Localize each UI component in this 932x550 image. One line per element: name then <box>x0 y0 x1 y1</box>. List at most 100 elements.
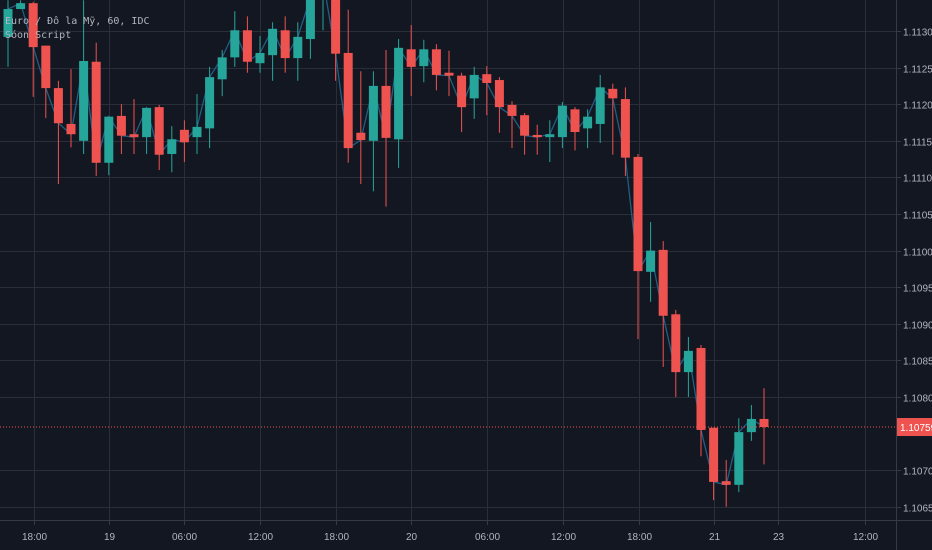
y-tick-label: 1.10650 <box>903 504 932 515</box>
candle-body <box>608 88 618 99</box>
candle-body <box>532 134 542 138</box>
candle-body <box>444 72 454 76</box>
candle-down <box>129 99 139 154</box>
candle-down <box>696 345 706 457</box>
symbol-title[interactable]: Euro / Đô la Mỹ, 60, IDC <box>5 16 150 27</box>
candle-up <box>230 11 240 67</box>
x-tick-label: 19 <box>104 532 116 543</box>
candle-down <box>179 120 189 163</box>
x-tick-label: 06:00 <box>172 532 197 543</box>
candle-body <box>507 104 517 116</box>
candle-up <box>79 0 89 154</box>
candle-up <box>142 107 152 154</box>
y-tick-label: 1.11100 <box>903 174 932 185</box>
candle-up <box>104 116 114 176</box>
x-tick-label: 12:00 <box>853 532 878 543</box>
y-tick-label: 1.11150 <box>903 138 932 149</box>
candle-down <box>482 66 492 116</box>
candle-body <box>230 30 240 58</box>
candle-up <box>557 102 567 149</box>
x-tick-label: 12:00 <box>551 532 576 543</box>
candle-up <box>419 39 429 83</box>
candle-body <box>595 87 605 124</box>
candle-down <box>406 25 416 97</box>
candle-down <box>381 50 391 207</box>
candle-down <box>242 16 252 73</box>
candle-body <box>620 99 630 158</box>
candle-body <box>242 30 252 62</box>
candle-body <box>217 57 227 80</box>
x-tick-label: 18:00 <box>324 532 349 543</box>
candle-body <box>368 85 378 141</box>
x-tick-label: 18:00 <box>627 532 652 543</box>
x-tick-label: 18:00 <box>22 532 47 543</box>
candle-up <box>583 109 593 149</box>
candle-body <box>759 418 769 428</box>
candle-up <box>3 0 13 67</box>
candle-body <box>205 77 215 129</box>
candle-body <box>482 74 492 83</box>
y-tick-label: 1.10850 <box>903 357 932 368</box>
candle-body <box>646 250 656 272</box>
candle-body <box>179 129 189 143</box>
candle-body <box>457 75 467 108</box>
candle-down <box>507 101 517 149</box>
candle-up <box>322 0 324 31</box>
candle-body <box>255 52 265 64</box>
candle-body <box>734 432 744 485</box>
candle-body <box>66 123 76 135</box>
candle-body <box>746 418 756 433</box>
candle-body <box>406 49 416 67</box>
candle-body <box>41 45 51 89</box>
candle-up <box>683 336 693 397</box>
candle-body <box>494 80 504 108</box>
candle-down <box>494 77 504 133</box>
price-axis[interactable]: 1.11300 1.11250 1.11200 1.11150 1.11100 1.110… <box>896 28 932 515</box>
candle-body <box>142 107 152 138</box>
time-axis[interactable]: 18:00 19 06:00 12:00 18:00 20 06:00 12:00 18:00 2… <box>22 520 878 543</box>
x-tick-label: 12:00 <box>248 532 273 543</box>
candle-body <box>154 107 164 155</box>
candle-body <box>331 0 341 54</box>
candle-up <box>646 222 656 302</box>
y-tick-label: 1.11200 <box>903 101 932 112</box>
candle-down <box>520 112 530 155</box>
candle-down <box>620 87 630 176</box>
indicator-title[interactable]: Sóon Script <box>5 30 72 41</box>
chart-legend: Euro / Đô la Mỹ, 60, IDC Sóon Script <box>5 15 150 43</box>
candle-body <box>419 49 429 67</box>
candle-down <box>280 16 290 73</box>
candle-up <box>394 39 404 168</box>
candle-down <box>671 309 681 397</box>
candle-down <box>570 107 580 151</box>
candle-body <box>16 3 26 10</box>
candle-down <box>343 9 353 163</box>
candle-down <box>66 69 76 148</box>
candle-body <box>91 61 101 163</box>
candle-body <box>53 88 63 124</box>
candle-body <box>343 52 353 149</box>
candle-down <box>356 71 366 184</box>
candle-body <box>116 115 126 136</box>
candle-body <box>431 49 441 75</box>
y-tick-label: 1.10950 <box>903 284 932 295</box>
candle-body <box>557 105 567 138</box>
x-tick-label: 06:00 <box>475 532 500 543</box>
candle-body <box>469 74 479 99</box>
candle-body <box>545 134 555 138</box>
candle-up <box>217 50 227 97</box>
candle-body <box>268 28 278 56</box>
candle-up <box>368 71 378 192</box>
candle-up <box>305 0 315 59</box>
candle-down <box>53 80 63 184</box>
candle-body <box>192 126 202 138</box>
y-tick-label: 1.10700 <box>903 467 932 478</box>
candle-body <box>671 314 681 373</box>
y-tick-label: 1.10900 <box>903 321 932 332</box>
last-price-text: 1.10759 <box>900 423 932 434</box>
candle-body <box>129 134 139 138</box>
last-price-label: 1.10759 <box>897 418 932 437</box>
candle-body <box>280 30 290 59</box>
candle-down <box>457 72 467 133</box>
